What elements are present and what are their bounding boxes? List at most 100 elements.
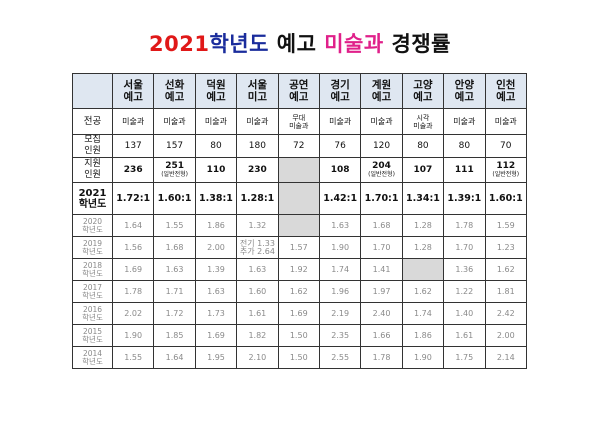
table-cell: 1.70:1 bbox=[360, 182, 403, 215]
cell-note: (일반전형) bbox=[161, 171, 188, 178]
table-cell: 미술과 bbox=[153, 108, 196, 135]
table-cell: 1.74 bbox=[401, 302, 445, 325]
table-cell: 1.42:1 bbox=[318, 182, 362, 215]
table-cell: 1.90 bbox=[401, 346, 445, 369]
table-cell: 1.60:1 bbox=[153, 182, 196, 215]
table-cell: 1.50 bbox=[277, 324, 320, 347]
title-part4: 경쟁률 bbox=[391, 32, 451, 56]
table-cell: 1.64 bbox=[111, 214, 155, 237]
row-label: 2021 학년도 bbox=[72, 182, 113, 215]
table-row: 2014 학년도 1.55 1.64 1.95 2.10 1.50 2.55 1.78 1.90 1… bbox=[72, 346, 528, 369]
page-title: 2021학년도 예고 미술과 경쟁률 bbox=[0, 28, 600, 58]
table-row: 모집 인원 137 157 80 180 72 76 120 80 80 70 bbox=[72, 134, 528, 158]
school-header: 덕원 예고 bbox=[194, 73, 238, 109]
table-cell: 1.63 bbox=[153, 258, 196, 281]
table-cell: 251 (일반전형) bbox=[153, 157, 196, 183]
table-cell: 1.68 bbox=[153, 236, 196, 259]
table-cell: 1.38:1 bbox=[194, 182, 238, 215]
table-cell bbox=[277, 214, 320, 237]
title-part2: 예고 bbox=[276, 32, 317, 56]
table-cell: 1.68 bbox=[360, 214, 403, 237]
table-cell: 1.85 bbox=[153, 324, 196, 347]
school-header: 인천 예고 bbox=[484, 73, 528, 109]
table-cell: 80 bbox=[194, 134, 238, 158]
table-cell: 180 bbox=[236, 134, 279, 158]
table-cell bbox=[277, 182, 320, 215]
table-cell: 112 (일반전형) bbox=[484, 157, 528, 183]
table-cell: 72 bbox=[277, 134, 320, 158]
table-cell: 1.40 bbox=[443, 302, 486, 325]
row-label: 지원 인원 bbox=[72, 157, 113, 183]
table-cell: 70 bbox=[484, 134, 528, 158]
table-cell: 120 bbox=[360, 134, 403, 158]
cell-note: (일반전형) bbox=[492, 171, 520, 178]
table-cell: 1.56 bbox=[111, 236, 155, 259]
table-cell: 110 bbox=[194, 157, 238, 183]
table-cell: 미술과 bbox=[111, 108, 155, 135]
row-label: 2016 학년도 bbox=[72, 302, 113, 325]
row-label: 2014 학년도 bbox=[72, 346, 113, 369]
table-cell: 2.10 bbox=[236, 346, 279, 369]
table-cell: 1.92 bbox=[277, 258, 320, 281]
title-part1: 학년도 bbox=[209, 32, 269, 56]
table-cell: 2.19 bbox=[318, 302, 362, 325]
table-cell: 1.75 bbox=[443, 346, 486, 369]
table-cell: 1.73 bbox=[194, 302, 238, 325]
table-cell: 1.72 bbox=[153, 302, 196, 325]
cell-note: (일반전형) bbox=[368, 171, 395, 178]
table-cell bbox=[401, 258, 445, 281]
row-label: 전공 bbox=[72, 108, 113, 135]
table-cell: 1.70 bbox=[360, 236, 403, 259]
table-cell: 시각 미술과 bbox=[401, 108, 445, 135]
table-cell: 1.71 bbox=[153, 280, 196, 303]
table-cell: 1.59 bbox=[484, 214, 528, 237]
table-cell: 1.34:1 bbox=[401, 182, 445, 215]
table-cell: 1.78 bbox=[111, 280, 155, 303]
table-cell: 1.90 bbox=[111, 324, 155, 347]
table-cell: 1.64 bbox=[153, 346, 196, 369]
table-cell: 1.62 bbox=[401, 280, 445, 303]
table-row: 2019 학년도 1.56 1.68 2.00 전기 1.33 추가 2.64 1.57 1.9… bbox=[72, 236, 528, 259]
table-cell: 76 bbox=[318, 134, 362, 158]
table-cell: 미술과 bbox=[360, 108, 403, 135]
table-row: 2018 학년도 1.69 1.63 1.39 1.63 1.92 1.74 1.41 1.36 1… bbox=[72, 258, 528, 281]
table-cell: 1.63 bbox=[318, 214, 362, 237]
table-cell: 1.28 bbox=[401, 214, 445, 237]
table-cell: 157 bbox=[153, 134, 196, 158]
table-cell: 1.32 bbox=[236, 214, 279, 237]
table-cell: 1.28 bbox=[401, 236, 445, 259]
school-header: 서울 미고 bbox=[236, 73, 279, 109]
table-row: 2020 학년도 1.64 1.55 1.86 1.32 1.63 1.68 1.28 1.78 1… bbox=[72, 214, 528, 237]
school-header: 계원 예고 bbox=[360, 73, 403, 109]
table-cell: 107 bbox=[401, 157, 445, 183]
competition-rate-table: 서울 예고 선화 예고 덕원 예고 서울 미고 공연 예고 경기 예고 계원 예고 고양 예고 안양 예고 인천 예고… bbox=[72, 73, 528, 369]
table-cell: 1.22 bbox=[443, 280, 486, 303]
table-cell: 미술과 bbox=[236, 108, 279, 135]
table-cell: 1.50 bbox=[277, 346, 320, 369]
table-cell: 1.63 bbox=[236, 258, 279, 281]
table-cell: 1.81 bbox=[484, 280, 528, 303]
school-header: 공연 예고 bbox=[277, 73, 320, 109]
table-cell: 1.60 bbox=[236, 280, 279, 303]
table-cell: 1.63 bbox=[194, 280, 238, 303]
table-row: 2021 학년도 1.72:1 1.60:1 1.38:1 1.28:1 1.42:1 1.7… bbox=[72, 182, 528, 215]
school-header: 경기 예고 bbox=[318, 73, 362, 109]
row-label: 2019 학년도 bbox=[72, 236, 113, 259]
table-cell: 1.78 bbox=[443, 214, 486, 237]
table-cell: 2.55 bbox=[318, 346, 362, 369]
table-cell: 미술과 bbox=[318, 108, 362, 135]
school-header: 선화 예고 bbox=[153, 73, 196, 109]
table-cell: 1.69 bbox=[277, 302, 320, 325]
row-label: 2017 학년도 bbox=[72, 280, 113, 303]
table-cell: 230 bbox=[236, 157, 279, 183]
school-header: 고양 예고 bbox=[401, 73, 445, 109]
title-part3: 미술과 bbox=[324, 32, 384, 56]
row-label: 모집 인원 bbox=[72, 134, 113, 158]
table-row: 2015 학년도 1.90 1.85 1.69 1.82 1.50 2.35 1.66 1.86 1… bbox=[72, 324, 528, 347]
table-cell: 108 bbox=[318, 157, 362, 183]
table-cell: 1.61 bbox=[236, 302, 279, 325]
row-label: 2020 학년도 bbox=[72, 214, 113, 237]
table-cell bbox=[277, 157, 320, 183]
table-cell: 1.55 bbox=[153, 214, 196, 237]
table-cell: 111 bbox=[443, 157, 486, 183]
